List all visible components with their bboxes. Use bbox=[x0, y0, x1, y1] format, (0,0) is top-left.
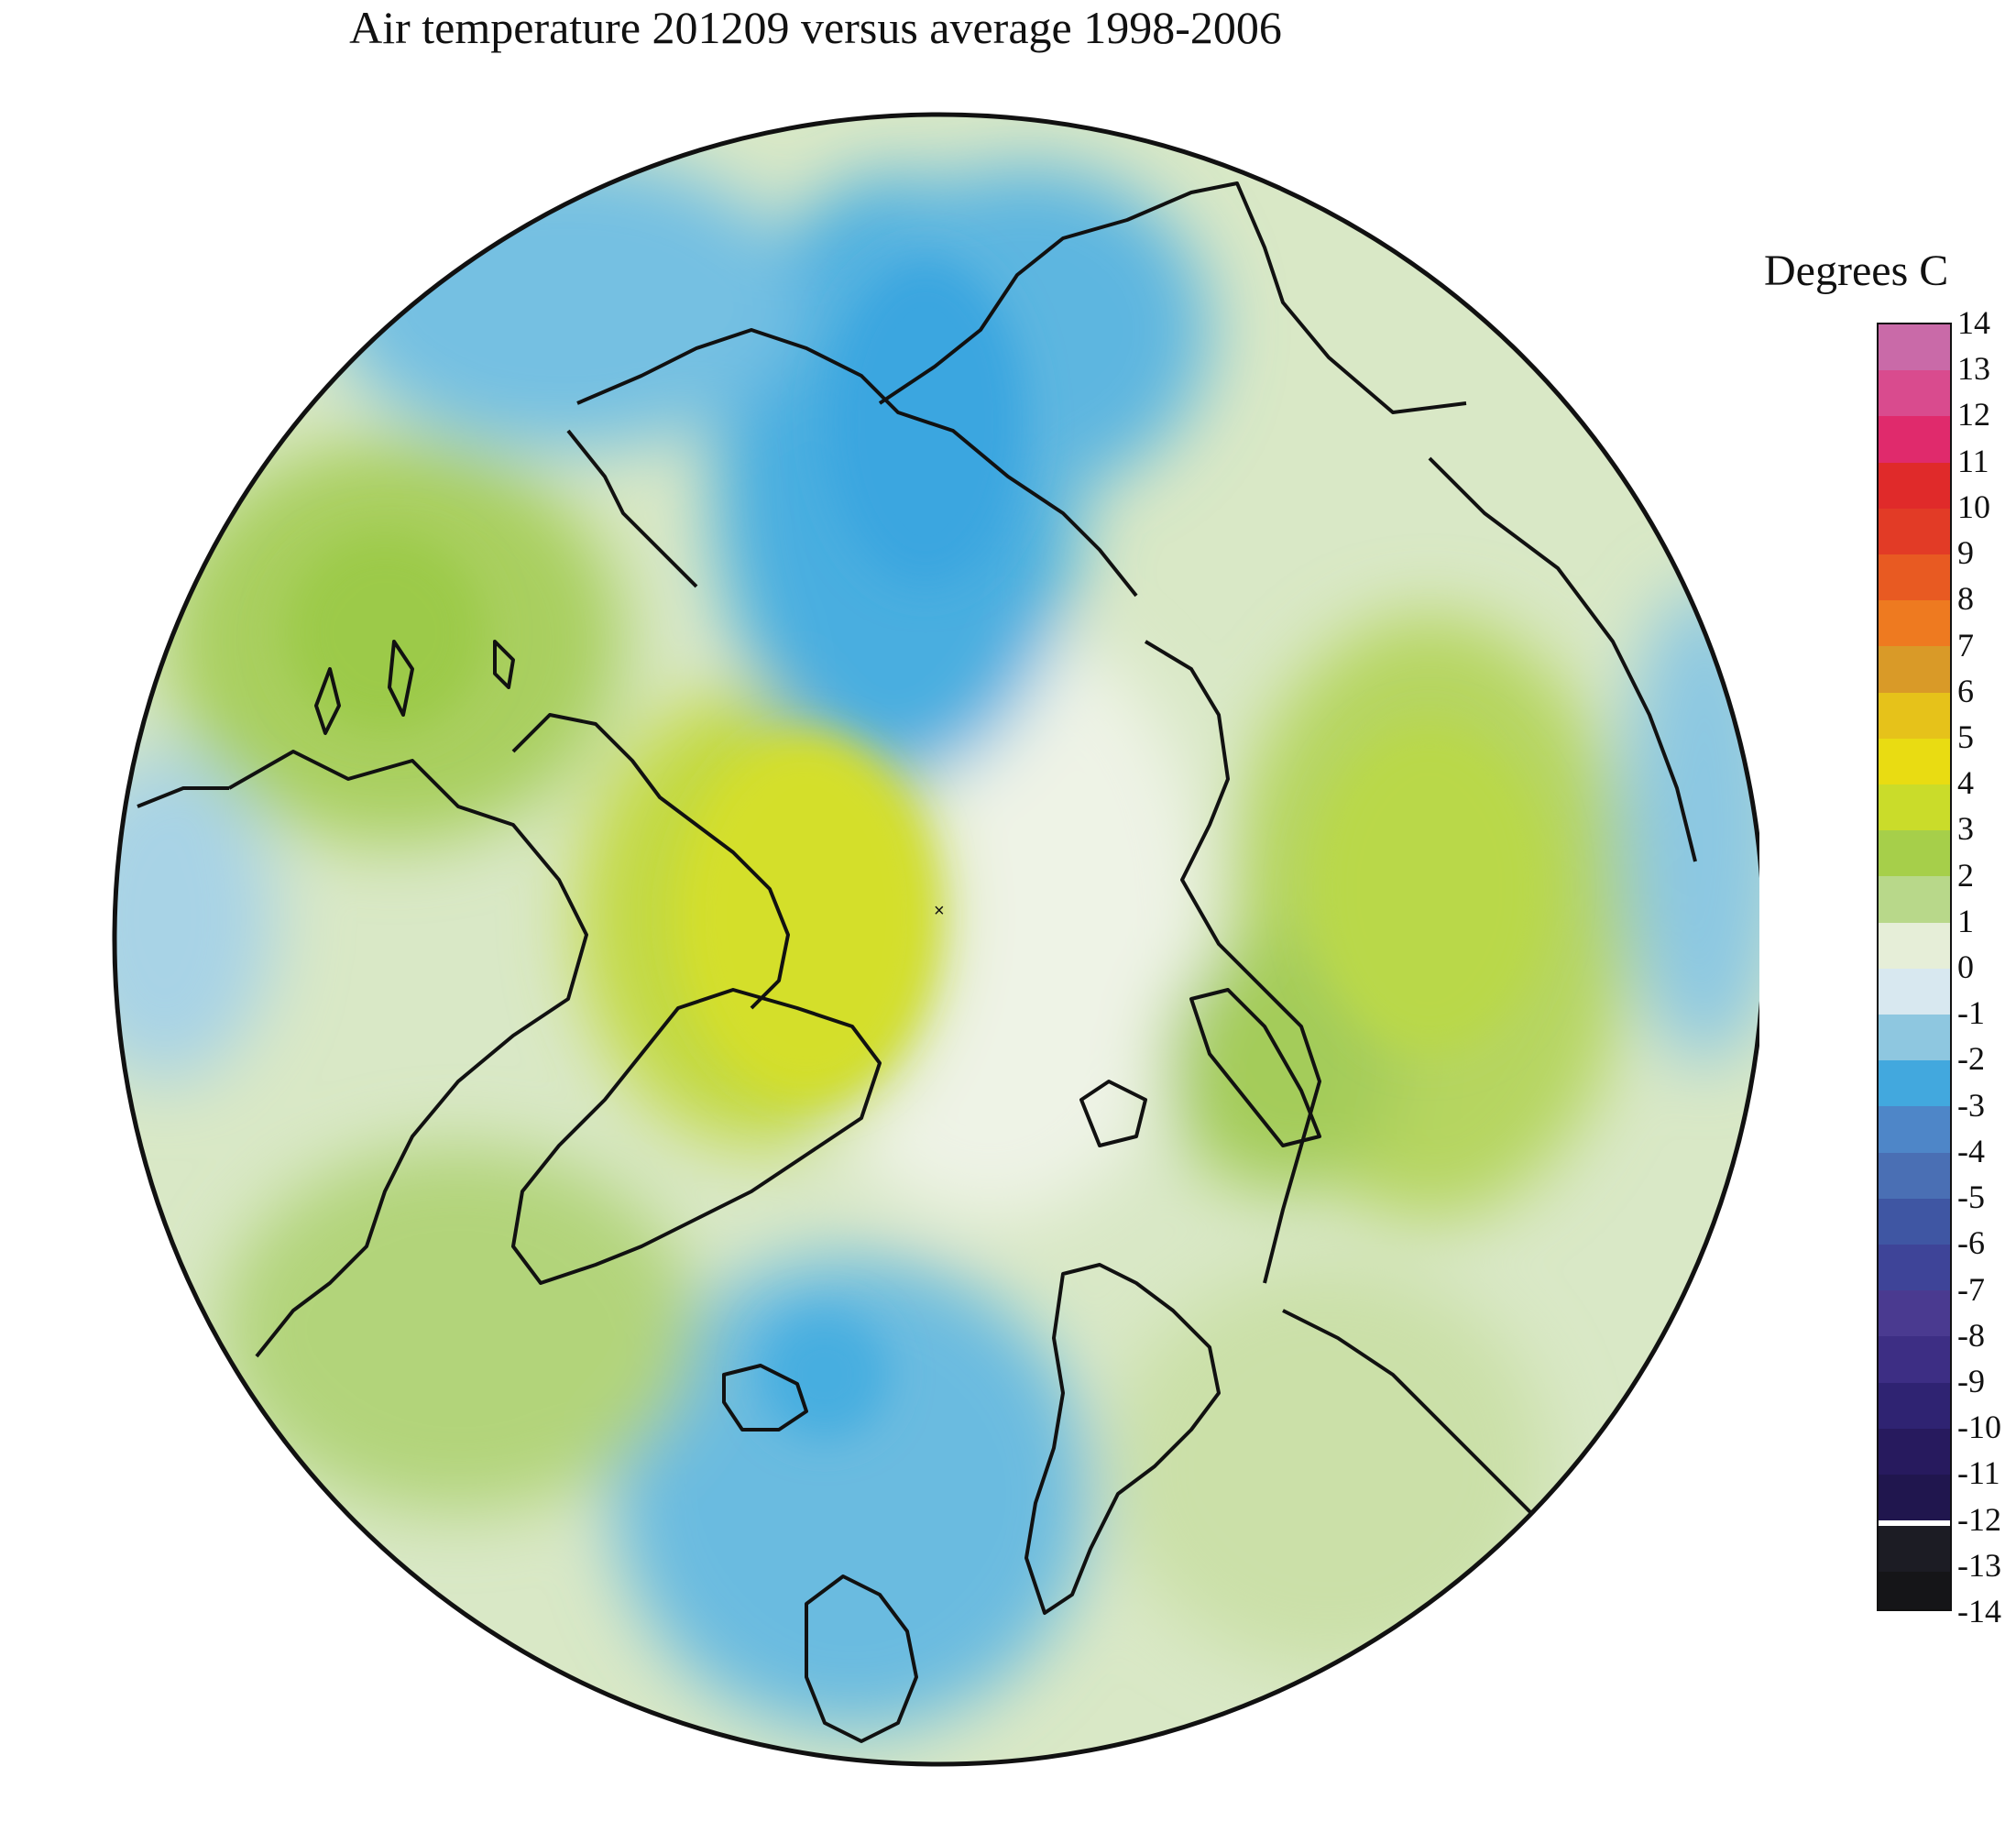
legend-tick-label: 1 bbox=[1957, 902, 1974, 939]
north-pole-marker: × bbox=[934, 901, 945, 921]
legend-step bbox=[1879, 830, 1950, 877]
legend-tick-label: 11 bbox=[1957, 442, 1989, 479]
kamchatka-coast bbox=[1428, 456, 1697, 862]
legend-tick-label: 6 bbox=[1957, 672, 1974, 709]
island-coast-2 bbox=[388, 640, 414, 717]
legend-step bbox=[1879, 1336, 1950, 1383]
legend-step bbox=[1879, 462, 1950, 509]
chukotka-coast bbox=[878, 181, 1467, 414]
legend-tick-label: 9 bbox=[1957, 534, 1974, 572]
legend-step bbox=[1879, 1198, 1950, 1245]
legend-step bbox=[1879, 508, 1950, 555]
legend-step bbox=[1879, 968, 1950, 1015]
legend-tick-label: 12 bbox=[1957, 396, 1990, 433]
island-coast-1 bbox=[314, 667, 341, 735]
legend-tick-label: 2 bbox=[1957, 856, 1974, 894]
legend-tick-label: 4 bbox=[1957, 764, 1974, 802]
legend-step bbox=[1879, 416, 1950, 463]
legend-tick-label: 8 bbox=[1957, 580, 1974, 618]
hudson-bay-coast bbox=[137, 786, 229, 808]
legend-step bbox=[1879, 1015, 1950, 1061]
legend-tick-label: 10 bbox=[1957, 488, 1990, 525]
legend-step bbox=[1879, 1382, 1950, 1429]
polar-map: × bbox=[112, 112, 1759, 1767]
legend-step bbox=[1879, 600, 1950, 647]
east-siberia-coast bbox=[576, 328, 1138, 598]
legend-step bbox=[1879, 1428, 1950, 1475]
legend-step bbox=[1879, 1290, 1950, 1337]
greenland-coast bbox=[511, 988, 882, 1285]
legend-tick-label: 0 bbox=[1957, 949, 1974, 985]
legend-step bbox=[1879, 1152, 1950, 1199]
color-scale-bar bbox=[1877, 323, 1952, 1611]
north-america-coast bbox=[228, 750, 588, 1358]
siberia-coast bbox=[1144, 640, 1321, 1284]
canadian-archipelago-coast bbox=[511, 713, 790, 1010]
legend-step bbox=[1879, 324, 1950, 371]
legend-step bbox=[1879, 1520, 1950, 1573]
legend-step bbox=[1879, 692, 1950, 739]
alaska-border bbox=[566, 429, 698, 588]
legend-step bbox=[1879, 554, 1950, 601]
legend-tick-label: -5 bbox=[1957, 1179, 1985, 1216]
svalbard-coast bbox=[1079, 1080, 1147, 1147]
legend-tick-label: -7 bbox=[1957, 1270, 1985, 1308]
warm-core-region bbox=[678, 733, 935, 1100]
legend-tick-label: -3 bbox=[1957, 1086, 1985, 1124]
legend-step bbox=[1879, 922, 1950, 969]
legend-step bbox=[1879, 784, 1950, 831]
anomaly-field bbox=[115, 115, 1759, 1764]
map-title: Air temperature 201209 versus average 19… bbox=[349, 2, 1282, 53]
map-border bbox=[112, 112, 1759, 1767]
island-coast-3 bbox=[493, 640, 515, 689]
legend-tick-label: 14 bbox=[1957, 304, 1990, 341]
legend-step bbox=[1879, 738, 1950, 785]
legend-tick-label: -14 bbox=[1957, 1593, 2001, 1629]
legend-step bbox=[1879, 1106, 1950, 1153]
legend-tick-label: -9 bbox=[1957, 1362, 1985, 1399]
legend-step bbox=[1879, 876, 1950, 923]
legend-tick-label: -6 bbox=[1957, 1224, 1985, 1262]
legend-tick-label: -13 bbox=[1957, 1546, 2001, 1584]
legend-step bbox=[1879, 646, 1950, 693]
novaya-zemlya-coast bbox=[1189, 988, 1321, 1147]
legend-step bbox=[1879, 370, 1950, 417]
iceland-coast bbox=[722, 1364, 808, 1432]
legend-tick-label: 3 bbox=[1957, 810, 1974, 848]
legend-tick-label: 5 bbox=[1957, 718, 1974, 755]
legend-tick-label: 13 bbox=[1957, 350, 1990, 388]
legend-step bbox=[1879, 1572, 1950, 1609]
legend-tick-label: -11 bbox=[1957, 1454, 2000, 1492]
scandinavia-coast bbox=[1024, 1263, 1221, 1615]
legend-tick-label: -12 bbox=[1957, 1500, 2001, 1538]
legend-tick-label: -8 bbox=[1957, 1316, 1985, 1354]
legend-tick-label: 7 bbox=[1957, 626, 1974, 664]
legend-title: Degrees C bbox=[1764, 247, 1949, 295]
legend-tick-label: -10 bbox=[1957, 1409, 2001, 1446]
legend-step bbox=[1879, 1245, 1950, 1291]
legend-step bbox=[1879, 1475, 1950, 1521]
legend-step bbox=[1879, 1060, 1950, 1107]
british-isles-coast bbox=[805, 1574, 918, 1743]
legend-tick-label: -4 bbox=[1957, 1132, 1985, 1169]
legend-tick-label: -2 bbox=[1957, 1040, 1985, 1078]
color-scale-ticks: 14 13 12 11 10 9 8 7 6 5 4 3 2 1 0 -1 -2 -3 -4 -5 -6 -7 -8 -9 -1… bbox=[1957, 306, 2016, 1628]
legend-tick-label: -1 bbox=[1957, 994, 1985, 1032]
